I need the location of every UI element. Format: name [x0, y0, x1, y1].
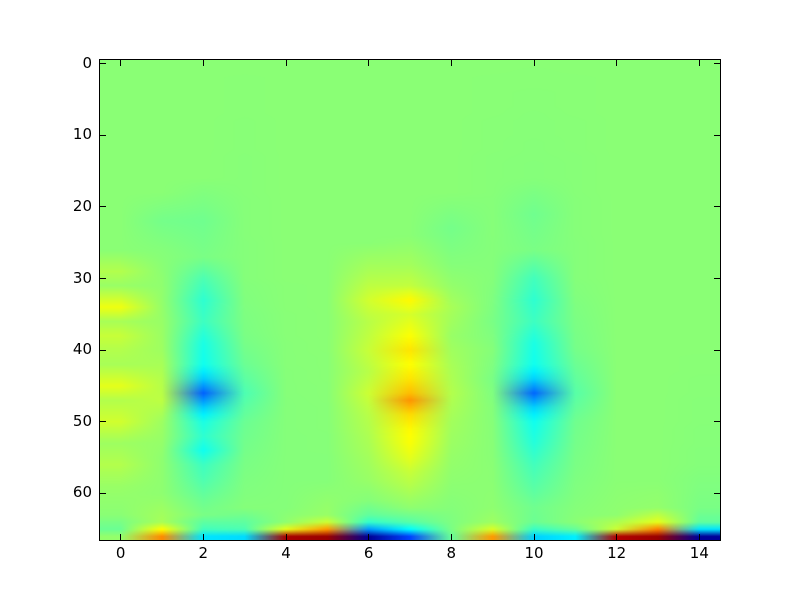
x-tick-top: [533, 60, 535, 66]
x-tick-bottom: [202, 534, 204, 540]
x-tick-label: 10: [524, 544, 544, 562]
y-tick-left: [100, 492, 106, 494]
y-tick-left: [100, 421, 106, 423]
y-tick-left: [100, 349, 106, 351]
x-tick-label: 14: [689, 544, 709, 562]
x-tick-label: 6: [363, 544, 374, 562]
y-tick-right: [714, 278, 720, 279]
y-tick-label: 20: [72, 196, 92, 215]
x-tick-label: 12: [607, 544, 627, 562]
y-tick-right: [714, 492, 720, 494]
y-tick-right: [714, 206, 720, 208]
y-tick-label: 40: [72, 340, 92, 359]
y-tick-label: 10: [72, 125, 92, 144]
y-tick-right: [714, 63, 720, 65]
x-tick-bottom: [285, 534, 287, 540]
y-tick-label: 0: [82, 53, 92, 72]
x-tick-top: [698, 60, 700, 66]
x-tick-top: [368, 60, 370, 66]
y-tick-left: [100, 63, 106, 65]
x-tick-top: [450, 60, 452, 66]
x-tick-bottom: [368, 534, 370, 540]
y-tick-right: [714, 349, 720, 351]
y-tick-right: [714, 134, 720, 136]
x-tick-label: 0: [115, 544, 126, 562]
y-tick-label: 50: [72, 411, 92, 430]
x-tick-bottom: [616, 534, 618, 540]
y-tick-left: [100, 134, 106, 136]
y-tick-left: [100, 278, 106, 279]
y-tick-label: 60: [72, 483, 92, 502]
x-tick-label: 8: [446, 544, 457, 562]
x-tick-bottom: [533, 534, 535, 540]
x-tick-bottom: [698, 534, 700, 540]
x-tick-top: [616, 60, 618, 66]
x-tick-label: 4: [281, 544, 291, 562]
x-tick-top: [120, 60, 122, 66]
x-tick-label: 2: [198, 544, 209, 562]
y-tick-left: [100, 206, 106, 208]
x-tick-bottom: [450, 534, 452, 540]
y-tick-label: 30: [72, 268, 92, 287]
heatmap-image: [100, 60, 720, 540]
x-tick-top: [202, 60, 204, 66]
y-tick-right: [714, 421, 720, 423]
x-tick-bottom: [120, 534, 122, 540]
x-tick-top: [285, 60, 287, 66]
plot-frame: [99, 59, 721, 541]
